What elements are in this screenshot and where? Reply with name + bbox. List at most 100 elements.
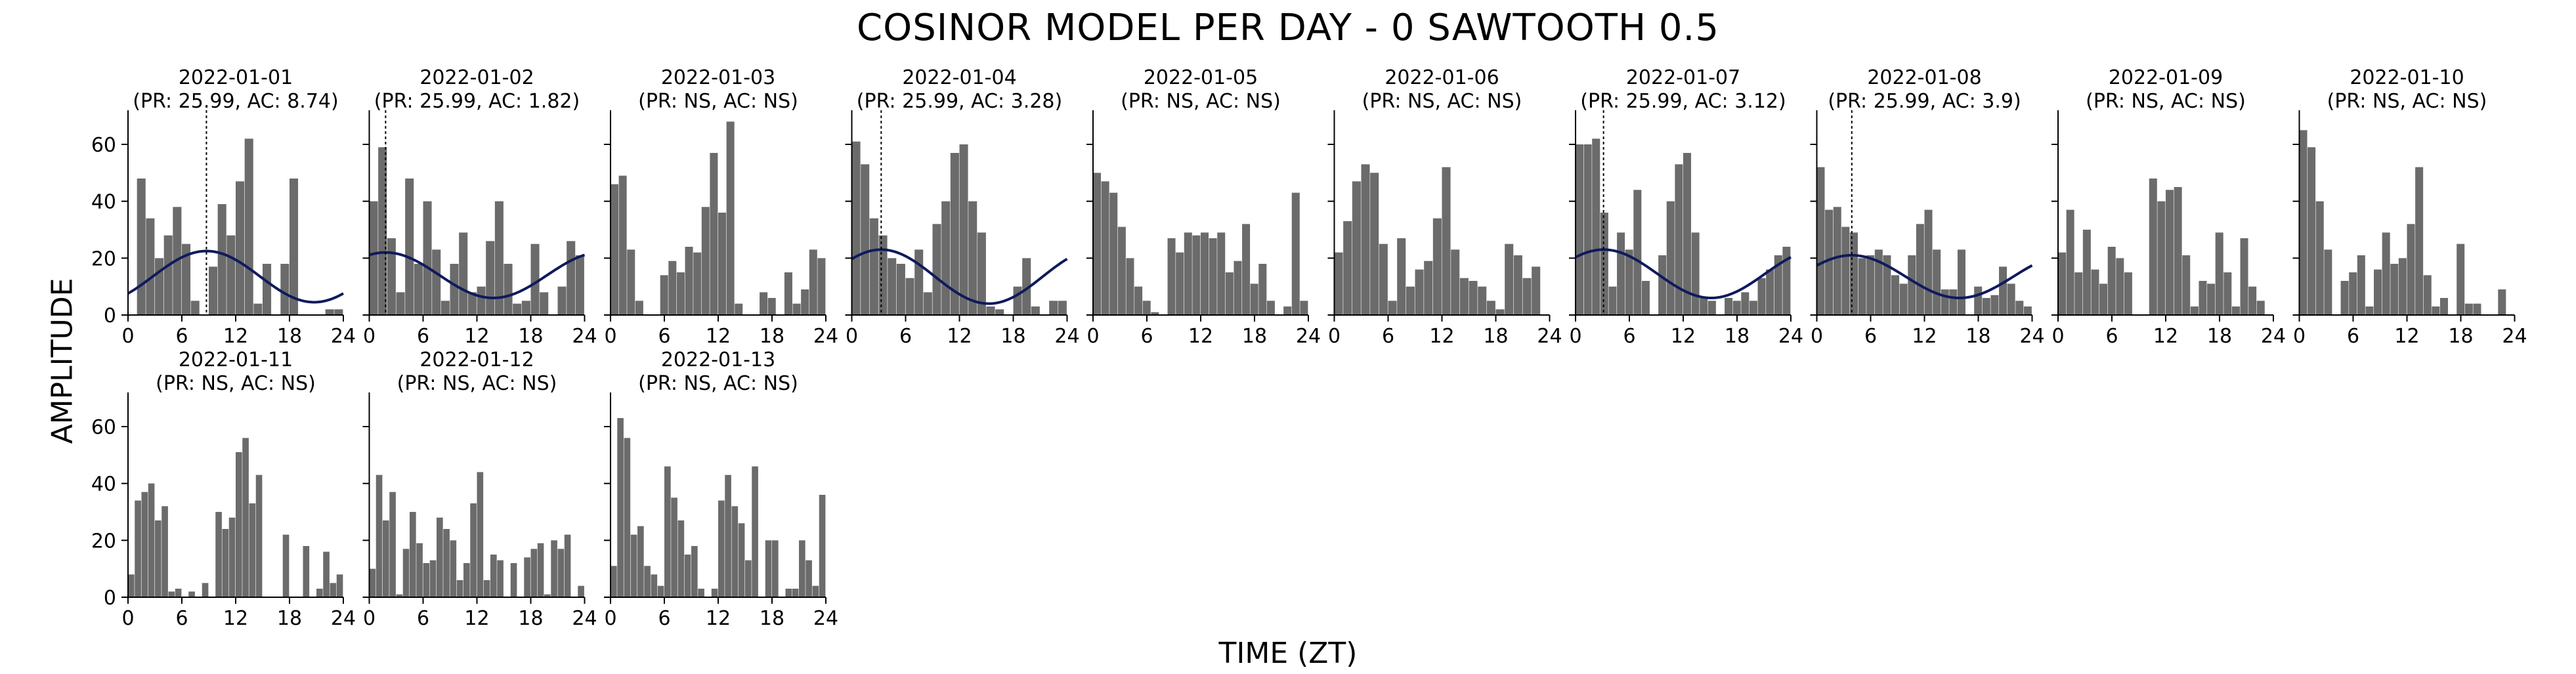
x-tick-label: 24 xyxy=(2502,325,2527,348)
bar xyxy=(2340,281,2349,315)
x-tick-label: 24 xyxy=(813,325,838,348)
bar xyxy=(1142,301,1151,315)
bar xyxy=(792,589,799,597)
bar xyxy=(2473,303,2481,315)
bar xyxy=(504,264,513,315)
bar xyxy=(2390,264,2399,315)
cosinor-curve xyxy=(1816,254,2033,299)
bar xyxy=(878,235,888,315)
bar xyxy=(2365,306,2374,315)
x-tick-label: 24 xyxy=(1778,325,1803,348)
bar xyxy=(1933,249,1941,315)
panel-stats: (PR: NS, AC: NS) xyxy=(397,372,557,395)
bar xyxy=(1899,284,1908,315)
bar xyxy=(443,529,450,597)
bar xyxy=(146,218,155,315)
bar xyxy=(896,264,905,315)
bar xyxy=(557,286,567,315)
x-tick-label: 18 xyxy=(1725,325,1750,348)
bar xyxy=(861,164,870,315)
x-tick-label: 6 xyxy=(175,325,188,348)
bar xyxy=(710,153,718,315)
y-tick-label: 0 xyxy=(104,587,116,610)
bar xyxy=(1192,235,1201,315)
bar xyxy=(467,292,477,315)
bar xyxy=(2107,247,2116,315)
y-tick-label: 20 xyxy=(91,530,116,553)
bar xyxy=(459,232,468,315)
bar xyxy=(932,224,941,315)
panel-date: 2022-01-01 xyxy=(179,66,293,89)
bar xyxy=(950,153,959,315)
x-tick-label: 0 xyxy=(1328,325,1341,348)
x-tick-label: 0 xyxy=(1811,325,1823,348)
panel-stats: (PR: 25.99, AC: 3.12) xyxy=(1580,90,1786,113)
bar xyxy=(2357,255,2365,315)
bar xyxy=(236,181,245,315)
panel-date: 2022-01-07 xyxy=(1626,66,1740,89)
panel-2022-01-04: 0 6 12 18 24 2022-01-04(PR: 25.99, AC: 3.28) xyxy=(845,66,1080,348)
bar xyxy=(255,474,263,597)
bar xyxy=(450,264,459,315)
bar xyxy=(530,549,538,597)
x-tick-label: 0 xyxy=(1569,325,1581,348)
bar xyxy=(202,583,209,597)
bar xyxy=(383,520,389,597)
bar xyxy=(784,272,792,315)
bar xyxy=(1766,269,1774,315)
bar xyxy=(1451,249,1460,315)
bar xyxy=(630,534,637,597)
bar xyxy=(888,258,897,315)
bar xyxy=(2439,298,2448,315)
bar xyxy=(303,546,310,597)
panel-2022-01-13: 0 6 12 18 24 2022-01-13(PR: NS, AC: NS) xyxy=(604,348,838,630)
bar xyxy=(1300,301,1308,315)
bar xyxy=(477,286,486,315)
bar xyxy=(440,301,450,315)
bar xyxy=(477,472,484,597)
bar xyxy=(995,309,1004,315)
bar xyxy=(1167,238,1176,315)
bar xyxy=(1505,243,1514,315)
panel-stats: (PR: NS, AC: NS) xyxy=(638,372,798,395)
bar xyxy=(2007,284,2015,315)
x-tick-label: 12 xyxy=(223,607,248,630)
bar xyxy=(1700,298,1708,315)
bar xyxy=(1022,258,1031,315)
panel-date: 2022-01-09 xyxy=(2109,66,2223,89)
x-tick-label: 18 xyxy=(1242,325,1267,348)
x-tick-label: 18 xyxy=(1965,325,1990,348)
bar xyxy=(1633,190,1642,315)
bar xyxy=(1883,255,1891,315)
panel-date: 2022-01-06 xyxy=(1385,66,1499,89)
bar xyxy=(1908,255,1916,315)
bar xyxy=(618,175,627,315)
bar xyxy=(1486,301,1495,315)
bar xyxy=(2199,281,2207,315)
panel-stats: (PR: NS, AC: NS) xyxy=(2327,90,2487,113)
y-tick-label: 20 xyxy=(91,247,116,270)
x-tick-label: 12 xyxy=(2394,325,2419,348)
panel-stats: (PR: NS, AC: NS) xyxy=(1121,90,1281,113)
bar xyxy=(486,241,495,315)
cosinor-curve xyxy=(851,248,1068,305)
bar xyxy=(718,213,727,315)
bar xyxy=(726,121,735,315)
bar xyxy=(617,418,624,597)
bar xyxy=(2382,232,2390,315)
panel-stats: (PR: 25.99, AC: 8.74) xyxy=(133,90,338,113)
bar xyxy=(738,523,745,597)
panel-date: 2022-01-11 xyxy=(179,348,293,371)
bar xyxy=(148,483,155,597)
bar xyxy=(450,540,457,597)
bar xyxy=(1625,249,1633,315)
bar xyxy=(1217,232,1226,315)
bar xyxy=(253,303,263,315)
bar xyxy=(423,563,430,597)
bar xyxy=(664,466,671,597)
bar xyxy=(215,512,222,597)
x-tick-label: 24 xyxy=(2261,325,2286,348)
bar xyxy=(2215,232,2223,315)
x-tick-label: 12 xyxy=(1671,325,1696,348)
x-tick-label: 18 xyxy=(2448,325,2473,348)
